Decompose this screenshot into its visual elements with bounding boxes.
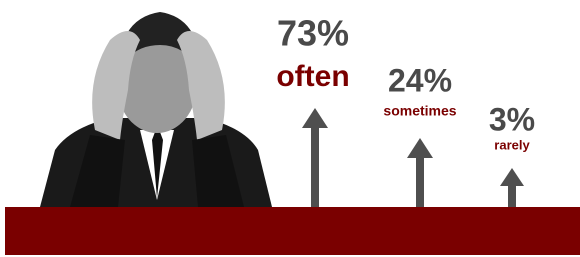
frequency-label: sometimes: [383, 103, 456, 119]
percent: 24%: [388, 62, 452, 98]
frequency-label: often: [276, 60, 349, 93]
percent: 3%: [489, 101, 535, 137]
percent: 73%: [277, 13, 349, 54]
table-band: [5, 207, 580, 255]
frequency-label: rarely: [494, 137, 530, 152]
infographic: 73% often 24% sometimes 3% rarely: [0, 0, 580, 257]
stressed-person: [40, 12, 272, 207]
